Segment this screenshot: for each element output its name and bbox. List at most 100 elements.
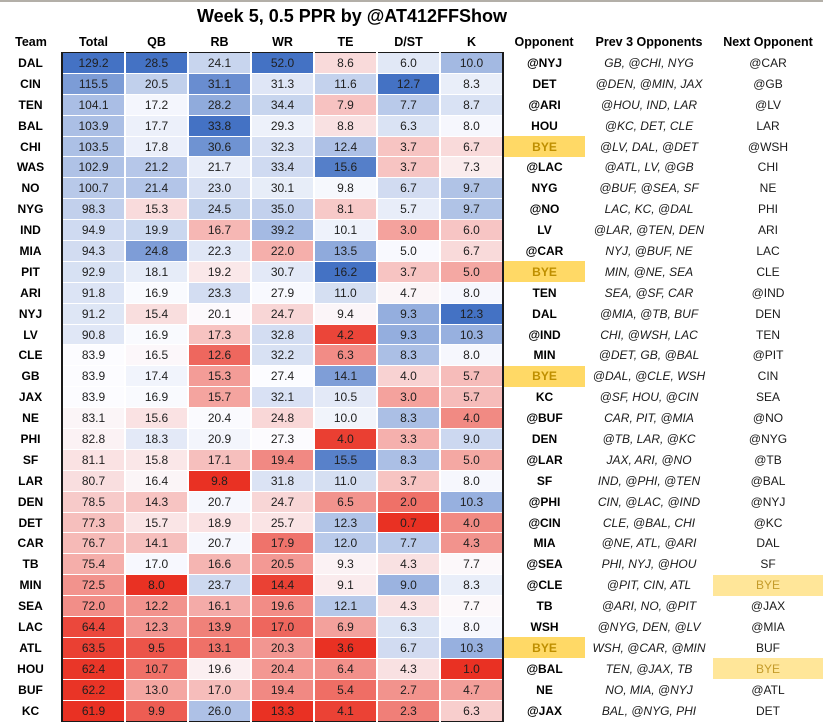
prev-opponents-cell: TEN, @JAX, TB — [605, 661, 693, 676]
team-cell: DEN — [17, 494, 44, 509]
stat-cell-dst: 4.0 — [376, 365, 441, 388]
prev-opponents-cell: NO, MIA, @NYJ — [605, 682, 693, 697]
stat-cell-rb: 28.2 — [187, 93, 252, 116]
stat-cell-qb: 21.2 — [124, 156, 189, 179]
stat-cell-k: 10.3 — [439, 636, 504, 659]
next-opponent-cell: @PIT — [752, 348, 784, 363]
opponent-cell: DET — [532, 76, 557, 91]
stat-cell-k: 10.3 — [439, 490, 504, 513]
stat-cell-qb: 16.9 — [124, 323, 189, 346]
next-opponent-cell: CLE — [756, 264, 780, 279]
stat-cell-total: 76.7 — [61, 532, 126, 555]
stat-cell-rb: 13.9 — [187, 616, 252, 638]
stat-cell-te: 3.6 — [313, 636, 378, 659]
opponent-cell: @CAR — [525, 243, 564, 258]
stat-cell-te: 11.0 — [313, 281, 378, 304]
prev-opponents-cell: CHI, @WSH, LAC — [600, 327, 698, 342]
team-cell: LV — [23, 327, 38, 342]
table-row: TEN 104.1 17.2 28.2 34.4 7.9 7.7 8.7 @ARI @HOU, I… — [0, 93, 823, 116]
stat-cell-qb: 10.7 — [124, 657, 189, 680]
stat-cell-k: 6.0 — [439, 219, 504, 242]
stat-cell-wr: 39.2 — [250, 219, 315, 242]
stat-cell-rb: 20.7 — [187, 490, 252, 513]
table-row: DAL 129.2 28.5 24.1 52.0 8.6 6.0 10.0 @NYJ GB, @C… — [0, 52, 823, 74]
stat-cell-total: 72.5 — [61, 574, 126, 597]
stat-cell-total: 92.9 — [61, 260, 126, 283]
stat-cell-wr: 32.2 — [250, 344, 315, 367]
stat-cell-wr: 35.0 — [250, 198, 315, 221]
stat-cell-total: 83.9 — [61, 344, 126, 367]
opponent-cell: NYG — [531, 181, 558, 196]
stat-cell-qb: 15.3 — [124, 198, 189, 221]
next-opponent-cell: ARI — [757, 223, 778, 238]
stat-cell-rb: 17.0 — [187, 678, 252, 701]
opponent-cell: BYE — [503, 136, 585, 157]
stat-cell-rb: 33.8 — [187, 114, 252, 137]
opponent-cell: @NYJ — [526, 55, 563, 70]
stat-cell-dst: 8.3 — [376, 448, 441, 471]
team-cell: MIA — [19, 243, 42, 258]
stat-cell-k: 8.0 — [439, 281, 504, 304]
stat-cell-total: 94.3 — [61, 240, 126, 262]
stat-cell-total: 82.8 — [61, 428, 126, 450]
stat-cell-te: 9.1 — [313, 574, 378, 597]
table-row: NYJ 91.2 15.4 20.1 24.7 9.4 9.3 12.3 DAL @MIA, @T… — [0, 302, 823, 325]
stat-cell-total: 129.2 — [61, 52, 126, 74]
stat-cell-wr: 31.3 — [250, 72, 315, 95]
stat-cell-te: 9.8 — [313, 177, 378, 200]
stat-cell-te: 14.1 — [313, 365, 378, 388]
next-opponent-cell: CHI — [757, 160, 779, 175]
stat-cell-dst: 3.0 — [376, 219, 441, 242]
stat-cell-qb: 15.8 — [124, 448, 189, 471]
stat-cell-dst: 2.3 — [376, 699, 441, 722]
column-header-opponent: Opponent — [514, 34, 574, 49]
stat-cell-rb: 30.6 — [187, 135, 252, 158]
stat-cell-total: 115.5 — [61, 72, 126, 95]
stat-cell-total: 72.0 — [61, 595, 126, 618]
column-header-k: K — [466, 34, 477, 49]
stat-cell-rb: 23.3 — [187, 281, 252, 304]
table-row: KC 61.9 9.9 26.0 13.3 4.1 2.3 6.3 @JAX BAL, @NYG,… — [0, 699, 823, 722]
stat-cell-wr: 20.4 — [250, 657, 315, 680]
opponent-cell: @ARI — [528, 97, 561, 112]
stat-cell-qb: 9.9 — [124, 699, 189, 722]
stat-cell-total: 62.2 — [61, 678, 126, 701]
stat-cell-rb: 19.6 — [187, 657, 252, 680]
stat-cell-te: 12.1 — [313, 595, 378, 618]
column-header-prev-opponents: Prev 3 Opponents — [595, 34, 703, 49]
stat-cell-qb: 21.4 — [124, 177, 189, 200]
stat-cell-rb: 24.1 — [187, 52, 252, 74]
stat-cell-k: 8.3 — [439, 574, 504, 597]
prev-opponents-cell: @SF, HOU, @CIN — [599, 390, 699, 405]
opponent-cell: BYE — [503, 637, 585, 659]
stat-cell-rb: 20.4 — [187, 407, 252, 430]
stat-cell-wr: 19.6 — [250, 595, 315, 618]
stat-cell-qb: 17.8 — [124, 135, 189, 158]
stat-cell-dst: 2.7 — [376, 678, 441, 701]
next-opponent-cell: LAR — [756, 118, 780, 133]
opponent-cell: @PHI — [528, 494, 561, 509]
stat-cell-te: 10.1 — [313, 219, 378, 242]
team-cell: CIN — [20, 76, 41, 91]
prev-opponents-cell: @DAL, @CLE, WSH — [592, 369, 706, 384]
stat-cell-dst: 12.7 — [376, 72, 441, 95]
next-opponent-cell: @ATL — [751, 682, 785, 697]
team-cell: WAS — [16, 160, 45, 175]
stat-cell-total: 64.4 — [61, 616, 126, 638]
column-header-qb: QB — [147, 34, 166, 49]
stat-cell-total: 102.9 — [61, 156, 126, 179]
stat-cell-dst: 3.7 — [376, 260, 441, 283]
table-row: ARI 91.8 16.9 23.3 27.9 11.0 4.7 8.0 TEN SEA, @SF… — [0, 281, 823, 304]
team-cell: PIT — [21, 264, 40, 279]
table-row: CLE 83.9 16.5 12.6 32.2 6.3 8.3 8.0 MIN @DET, GB,… — [0, 344, 823, 367]
stat-cell-k: 8.0 — [439, 344, 504, 367]
stat-cell-wr: 20.3 — [250, 636, 315, 659]
team-cell: HOU — [17, 661, 44, 676]
next-opponent-cell: DEN — [755, 306, 781, 321]
prev-opponents-cell: @LAR, @TEN, DEN — [593, 223, 705, 238]
stat-cell-k: 4.3 — [439, 532, 504, 555]
stat-cell-rb: 21.7 — [187, 156, 252, 179]
stat-cell-total: 83.9 — [61, 386, 126, 409]
stat-cell-total: 103.5 — [61, 135, 126, 158]
stat-cell-qb: 20.5 — [124, 72, 189, 95]
